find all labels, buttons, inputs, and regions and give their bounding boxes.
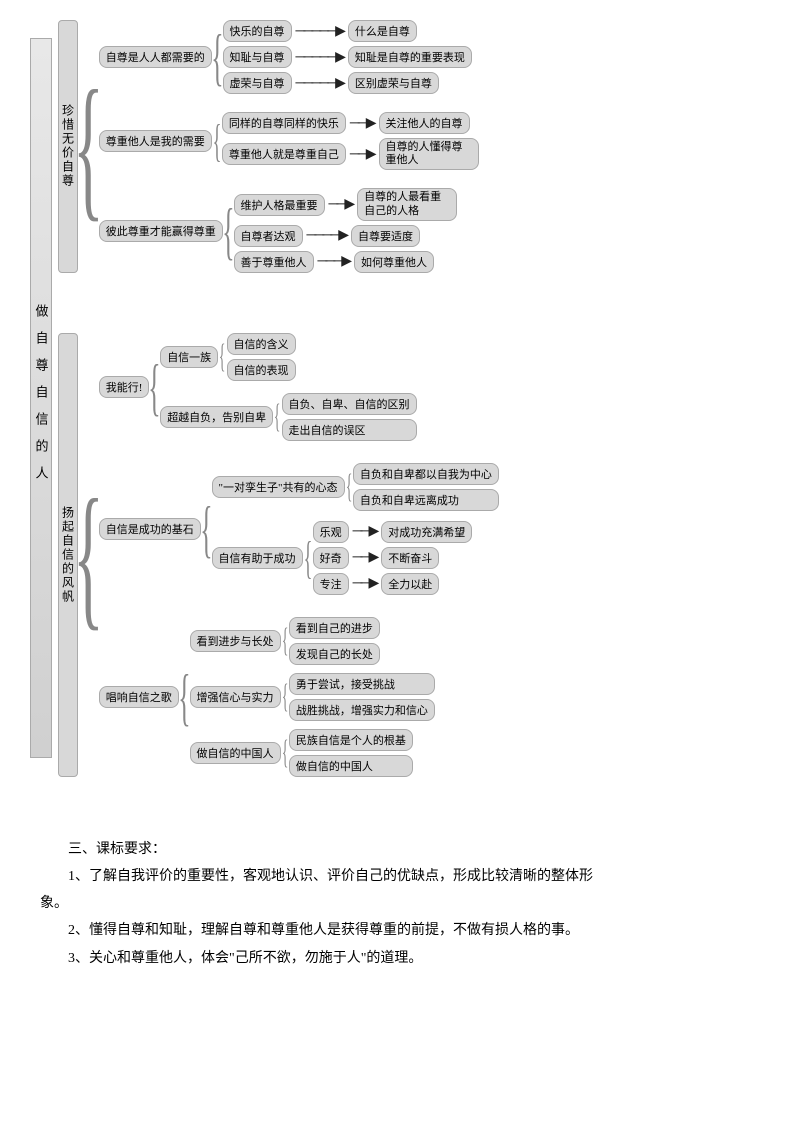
leaf: 做自信的中国人: [190, 742, 281, 764]
leaf: 自尊的人懂得尊重他人: [379, 138, 479, 170]
mind-map-diagram: 做自尊自信的人 珍惜无价自尊 { 自尊是人人都需要的 { 快乐的自尊─────▶…: [30, 20, 770, 777]
leaf: 民族自信是个人的根基: [289, 729, 413, 751]
g3-title: 唱响自信之歌: [99, 686, 179, 708]
arrow-icon: ───▶: [318, 253, 351, 270]
group-1-3: 彼此尊重才能赢得尊重 { 维护人格最重要──▶自尊的人最看重自己的人格 自尊者达…: [99, 188, 479, 272]
leaf: 乐观: [313, 521, 349, 543]
leaf: 发现自己的长处: [289, 643, 380, 665]
section-2: 扬起自信的风帆 { 我能行! { 自信一族 { 自信的含义 自信的表现: [58, 333, 770, 777]
leaf: 超越自负，告别自卑: [160, 406, 273, 428]
leaf: 增强信心与实力: [190, 686, 281, 708]
leaf: 专注: [313, 573, 349, 595]
leaf: 自负、自卑、自信的区别: [282, 393, 417, 415]
leaf: 战胜挑战，增强实力和信心: [289, 699, 435, 721]
g3-title: 彼此尊重才能赢得尊重: [99, 220, 223, 242]
root-node: 做自尊自信的人: [30, 38, 52, 758]
footer-p3: 3、关心和尊重他人，体会"己所不欲，勿施于人"的道理。: [40, 946, 760, 971]
arrow-icon: ─────▶: [296, 23, 344, 40]
arrow-icon: ─────▶: [296, 75, 344, 92]
leaf: 自尊者达观: [234, 225, 303, 247]
leaf: 维护人格最重要: [234, 194, 325, 216]
arrow-icon: ──▶: [350, 115, 375, 132]
leaf: 好奇: [313, 547, 349, 569]
leaf: 看到进步与长处: [190, 630, 281, 652]
leaf: 自负和自卑都以自我为中心: [353, 463, 499, 485]
leaf: 自负和自卑远离成功: [353, 489, 499, 511]
leaf: 自信一族: [160, 346, 218, 368]
arrow-icon: ──▶: [329, 196, 354, 213]
footer-heading: 三、课标要求：: [40, 837, 760, 862]
leaf: 自尊的人最看重自己的人格: [357, 188, 457, 220]
footer-p1b: 象。: [40, 891, 760, 916]
leaf: 尊重他人就是尊重自己: [222, 143, 346, 165]
leaf: 看到自己的进步: [289, 617, 380, 639]
section-1: 珍惜无价自尊 { 自尊是人人都需要的 { 快乐的自尊─────▶什么是自尊 知耻…: [58, 20, 770, 273]
leaf: 全力以赴: [381, 573, 439, 595]
leaf: 知耻是自尊的重要表现: [348, 46, 472, 68]
arrow-icon: ──▶: [350, 146, 375, 163]
leaf: 区别虚荣与自尊: [348, 72, 439, 94]
leaf: 关注他人的自尊: [379, 112, 470, 134]
leaf: 不断奋斗: [381, 547, 439, 569]
leaf: 什么是自尊: [348, 20, 417, 42]
leaf: 快乐的自尊: [223, 20, 292, 42]
g1-title: 自尊是人人都需要的: [99, 46, 212, 68]
leaf: 自信的含义: [227, 333, 296, 355]
leaf: 勇于尝试，接受挑战: [289, 673, 435, 695]
leaf: 自信的表现: [227, 359, 296, 381]
leaf: "一对孪生子"共有的心态: [212, 476, 345, 498]
arrow-icon: ──▶: [353, 575, 378, 592]
group-1-2: 尊重他人是我的需要 { 同样的自尊同样的快乐──▶关注他人的自尊 尊重他人就是尊…: [99, 112, 479, 170]
footer-text-block: 三、课标要求： 1、了解自我评价的重要性，客观地认识、评价自己的优缺点，形成比较…: [30, 837, 770, 971]
g2-title: 自信是成功的基石: [99, 518, 201, 540]
arrow-icon: ──▶: [353, 523, 378, 540]
leaf: 对成功充满希望: [381, 521, 472, 543]
g1-title: 我能行!: [99, 376, 150, 398]
leaf: 同样的自尊同样的快乐: [222, 112, 346, 134]
arrow-icon: ──▶: [353, 549, 378, 566]
arrow-icon: ─────▶: [296, 49, 344, 66]
arrow-icon: ────▶: [307, 227, 347, 244]
group-2-3: 唱响自信之歌 { 看到进步与长处 { 看到自己的进步 发现自己的长处 增: [99, 617, 499, 777]
leaf: 走出自信的误区: [282, 419, 417, 441]
leaf: 知耻与自尊: [223, 46, 292, 68]
group-2-2: 自信是成功的基石 { "一对孪生子"共有的心态 { 自负和自卑都以自我为中心 自…: [99, 463, 499, 595]
leaf: 自信有助于成功: [212, 547, 303, 569]
group-1-1: 自尊是人人都需要的 { 快乐的自尊─────▶什么是自尊 知耻与自尊─────▶…: [99, 20, 479, 94]
leaf: 自尊要适度: [351, 225, 420, 247]
footer-p1: 1、了解自我评价的重要性，客观地认识、评价自己的优缺点，形成比较清晰的整体形: [40, 864, 760, 889]
leaf: 善于尊重他人: [234, 251, 314, 273]
footer-p2: 2、懂得自尊和知耻，理解自尊和尊重他人是获得尊重的前提，不做有损人格的事。: [40, 918, 760, 943]
leaf: 如何尊重他人: [354, 251, 434, 273]
leaf: 虚荣与自尊: [223, 72, 292, 94]
g2-title: 尊重他人是我的需要: [99, 130, 212, 152]
group-2-1: 我能行! { 自信一族 { 自信的含义 自信的表现 超越自负，告别自卑: [99, 333, 499, 441]
leaf: 做自信的中国人: [289, 755, 413, 777]
